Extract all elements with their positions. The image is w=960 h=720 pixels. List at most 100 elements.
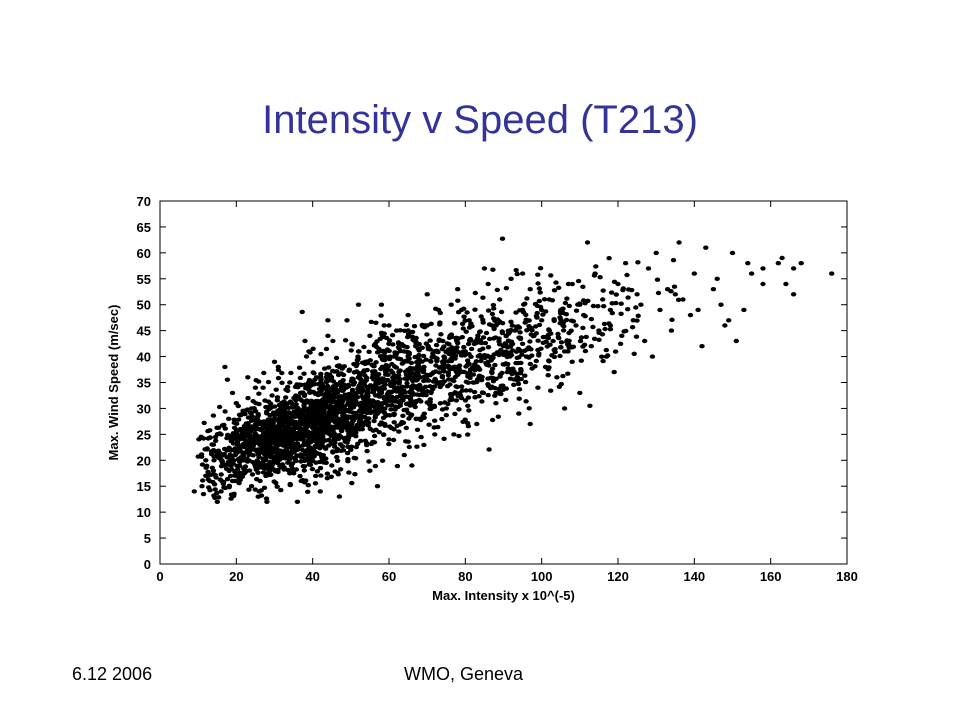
scatter-point (514, 271, 520, 277)
footer-date: 6.12 2006 (72, 664, 153, 684)
scatter-point (203, 473, 209, 478)
scatter-point (300, 443, 306, 448)
scatter-point (560, 373, 566, 379)
x-axis-ticks: 0 20 40 60 80 100 120 140 160 180 (156, 201, 858, 584)
scatter-point (634, 292, 640, 297)
scatter-point (548, 388, 554, 393)
scatter-point (583, 334, 589, 340)
scatter-point (424, 292, 430, 297)
scatter-point (431, 425, 437, 430)
scatter-point (489, 417, 496, 423)
scatter-point (325, 393, 331, 398)
scatter-point (264, 499, 270, 504)
scatter-point (527, 421, 533, 427)
scatter-point (458, 384, 465, 389)
scatter-point (416, 416, 423, 421)
scatter-point (233, 468, 239, 473)
scatter-point (434, 358, 440, 364)
scatter-point (516, 325, 522, 330)
scatter-point (321, 366, 328, 371)
scatter-point (218, 489, 224, 494)
scatter-point (472, 290, 478, 296)
scatter-point (638, 302, 644, 307)
scatter-point (316, 427, 322, 432)
scatter-point (536, 351, 542, 356)
scatter-point (339, 384, 345, 389)
scatter-point (370, 390, 377, 395)
scatter-point (427, 372, 433, 377)
scatter-point (386, 437, 392, 442)
scatter-point (337, 379, 344, 385)
scatter-point (361, 344, 367, 350)
scatter-point (411, 324, 418, 329)
scatter-point (260, 460, 266, 465)
scatter-point (255, 412, 261, 417)
scatter-point (396, 369, 402, 375)
scatter-point (419, 359, 425, 364)
scatter-point (389, 333, 396, 338)
scatter-point (312, 481, 319, 486)
y-tick-label: 70 (137, 194, 151, 209)
scatter-point (320, 409, 326, 414)
scatter-point (584, 240, 591, 245)
scatter-point (256, 391, 262, 396)
scatter-point (671, 284, 678, 289)
scatter-point (208, 472, 214, 477)
scatter-point (577, 390, 583, 396)
scatter-point (338, 405, 345, 410)
scatter-point (213, 438, 219, 443)
scatter-point (328, 411, 335, 416)
scatter-point (448, 356, 454, 362)
scatter-point (254, 477, 260, 482)
scatter-point (618, 301, 624, 306)
scatter-point (379, 385, 385, 390)
scatter-point (434, 381, 440, 386)
scatter-point (499, 330, 506, 336)
scatter-point (383, 413, 389, 418)
scatter-point (432, 376, 438, 382)
scatter-point (452, 321, 458, 326)
scatter-point (268, 437, 274, 442)
scatter-point (265, 399, 272, 404)
scatter-point (339, 388, 346, 393)
scatter-point (485, 382, 491, 387)
scatter-point (342, 338, 349, 343)
scatter-point (205, 428, 211, 434)
scatter-point (427, 397, 433, 402)
scatter-point (478, 358, 484, 364)
scatter-point (580, 284, 586, 289)
scatter-point (485, 345, 492, 350)
scatter-point (699, 344, 705, 349)
scatter-point (256, 465, 262, 470)
x-tick-label: 140 (683, 569, 705, 584)
scatter-point (252, 385, 259, 390)
scatter-points (191, 236, 835, 504)
scatter-point (380, 380, 386, 385)
scatter-point (512, 328, 518, 333)
scatter-point (497, 374, 503, 379)
scatter-point (596, 337, 602, 342)
scatter-point (303, 409, 310, 414)
scatter-point (561, 324, 567, 329)
scatter-point (255, 470, 261, 475)
scatter-point (649, 354, 656, 359)
scatter-point (517, 336, 524, 342)
scatter-point (448, 302, 454, 307)
scatter-point (401, 359, 407, 364)
scatter-point (293, 393, 299, 398)
x-tick-label: 60 (382, 569, 396, 584)
scatter-point (511, 377, 517, 382)
scatter-point (593, 264, 599, 269)
scatter-point (342, 408, 348, 414)
scatter-point (218, 472, 224, 477)
scatter-point (489, 323, 495, 328)
scatter-point (431, 404, 438, 410)
scatter-point (380, 432, 387, 437)
scatter-point (519, 341, 526, 346)
scatter-point (455, 367, 462, 372)
scatter-point (612, 349, 619, 354)
scatter-point (558, 340, 565, 345)
scatter-point (676, 240, 682, 245)
scatter-point (500, 352, 507, 357)
scatter-point (403, 425, 409, 431)
